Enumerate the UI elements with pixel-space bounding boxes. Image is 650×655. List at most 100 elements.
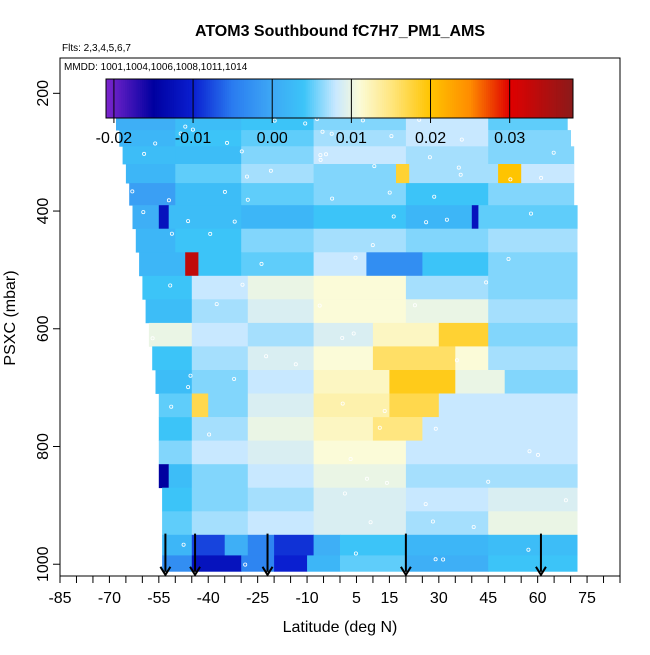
heatmap-cell — [191, 299, 249, 324]
colorbar-slice — [505, 79, 508, 118]
chart-title: ATOM3 Southbound fC7H7_PM1_AMS — [195, 23, 485, 40]
colorbar-slice — [437, 79, 440, 118]
heatmap-cell — [247, 275, 315, 300]
colorbar-slice — [307, 79, 311, 118]
colorbar-slice — [292, 79, 296, 118]
data-point-marker — [372, 164, 377, 169]
data-point-marker — [232, 376, 237, 381]
heatmap-cell — [340, 555, 407, 572]
data-point-marker — [186, 219, 191, 224]
colorbar-slice — [256, 79, 260, 118]
colorbar-slice — [364, 79, 368, 118]
data-point-marker — [168, 283, 173, 288]
heatmap-cell — [405, 115, 489, 131]
colorbar-slice — [405, 79, 408, 118]
colorbar-slice — [290, 79, 294, 118]
colorbar-slice — [392, 79, 396, 118]
data-point-marker — [340, 335, 345, 340]
colorbar-slice — [345, 79, 349, 118]
data-point-marker — [245, 197, 250, 202]
heatmap-cell — [247, 487, 315, 512]
colorbar-slice — [384, 79, 387, 118]
heatmap-cell — [247, 440, 315, 465]
data-point-marker — [214, 302, 219, 307]
heatmap-cell — [455, 370, 506, 394]
colorbar-slice — [541, 79, 544, 118]
data-point-marker — [458, 172, 463, 177]
heatmap-cell — [224, 534, 249, 556]
heatmap-cell — [455, 346, 489, 371]
data-point-marker — [190, 127, 195, 132]
heatmap-cell — [313, 322, 374, 347]
colorbar-slice — [154, 79, 158, 118]
heatmap-cell — [471, 205, 479, 230]
colorbar-slice — [458, 79, 461, 118]
data-point-marker — [389, 134, 394, 139]
colorbar-slice — [299, 79, 302, 118]
colorbar-slice — [566, 79, 570, 118]
heatmap-cell — [488, 534, 578, 556]
heatmap-cell — [405, 205, 473, 230]
heatmap-cell — [488, 346, 578, 371]
colorbar-slice — [280, 79, 283, 118]
heatmap-cell — [438, 393, 578, 418]
x-tick-label: -40 — [197, 590, 220, 607]
heatmap-cell — [488, 228, 578, 253]
colorbar-slice — [381, 79, 385, 118]
colorbar-slice — [509, 79, 512, 118]
colorbar-slice — [207, 79, 211, 118]
colorbar-slice — [352, 79, 355, 118]
heatmap-cell — [247, 464, 315, 489]
heatmap-cell — [162, 487, 193, 512]
data-point-marker — [536, 452, 541, 457]
data-point-marker — [360, 118, 365, 123]
data-point-marker — [382, 408, 387, 413]
data-point-marker — [329, 131, 334, 136]
colorbar-slice — [441, 79, 445, 118]
colorbar-slice — [150, 79, 154, 118]
colorbar-slice — [522, 79, 525, 118]
colorbar-slice — [560, 79, 563, 118]
heatmap-cell — [422, 417, 578, 441]
y-tick-label: 200 — [35, 80, 52, 107]
colorbar-slice — [297, 79, 300, 118]
colorbar-slice — [339, 79, 343, 118]
heatmap-cell — [372, 417, 423, 441]
heatmap-cell — [488, 322, 578, 347]
data-point-markers — [130, 85, 568, 567]
colorbar-slice — [203, 79, 207, 118]
heatmap-cell — [158, 440, 193, 465]
x-tick-label: 45 — [479, 590, 497, 607]
heatmap-cell — [125, 164, 176, 184]
x-tick-label: -10 — [295, 590, 318, 607]
colorbar-slice — [568, 79, 572, 118]
colorbar-slice — [432, 79, 436, 118]
heatmap-cell — [191, 487, 249, 512]
data-point-marker — [412, 303, 417, 308]
x-tick-label: 5 — [352, 590, 361, 607]
colorbar-tick-label: -0.01 — [175, 130, 212, 147]
colorbar-slice — [377, 79, 381, 118]
data-point-marker — [318, 157, 323, 162]
colorbar-slice — [524, 79, 527, 118]
data-point-marker — [243, 562, 248, 567]
data-point-marker — [320, 129, 325, 134]
colorbar-slice — [201, 79, 205, 118]
heatmap-cell — [175, 164, 242, 184]
heatmap-cell — [162, 555, 193, 572]
heatmap-cell — [405, 440, 578, 465]
profile-arrow-head — [159, 566, 172, 577]
colorbar-slice — [494, 79, 498, 118]
data-point-marker — [303, 121, 308, 126]
colorbar-slice — [337, 79, 340, 118]
data-point-marker — [150, 336, 155, 341]
heatmap-cell — [198, 252, 242, 277]
heatmap-cell — [488, 130, 571, 147]
heatmap-cell — [307, 555, 341, 572]
heatmap-cell — [241, 115, 315, 131]
heatmap-cell — [116, 115, 176, 131]
colorbar-slice — [190, 79, 194, 118]
colorbar-slice — [331, 79, 334, 118]
heatmap-cell — [142, 275, 193, 300]
